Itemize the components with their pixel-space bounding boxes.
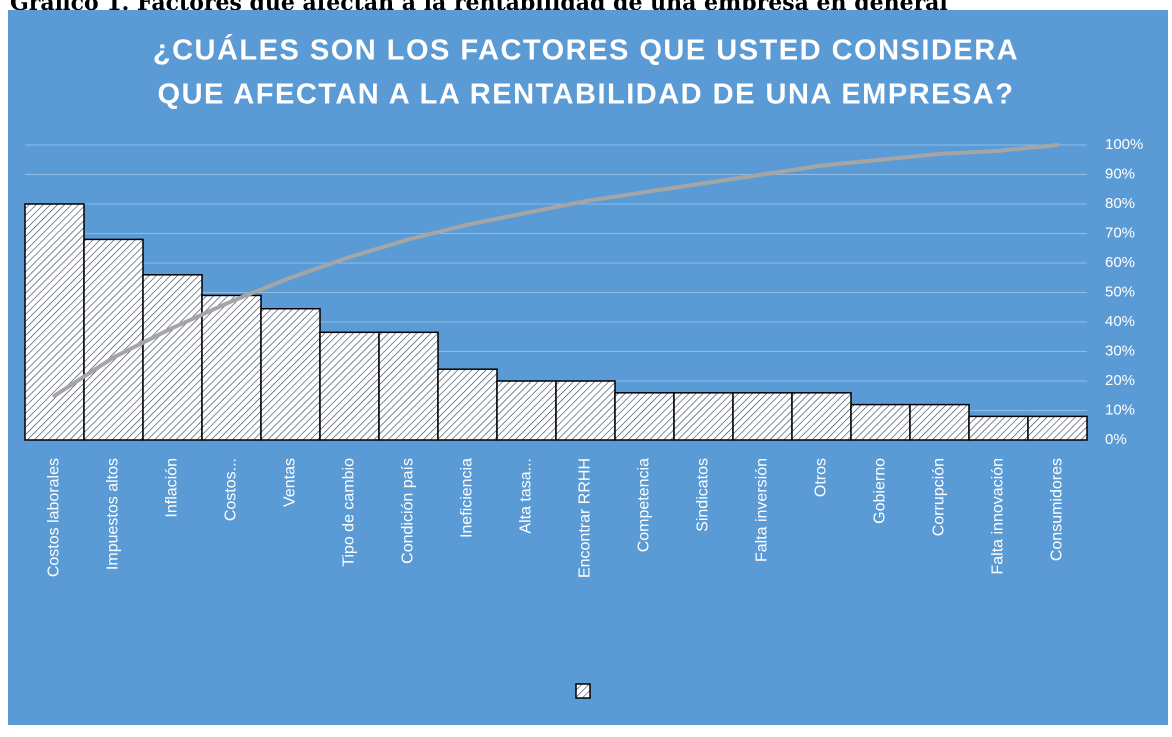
- legend-swatch: [575, 683, 591, 699]
- x-tick-label: Impuestos altos: [105, 458, 122, 570]
- x-tick-label: Condición país: [400, 458, 417, 564]
- bar: [260, 307, 321, 441]
- bar: [437, 368, 498, 441]
- x-tick-label: Consumidores: [1049, 458, 1066, 561]
- y2-tick-label: 40%: [1105, 313, 1135, 330]
- x-tick-label: Falta innovación: [990, 458, 1007, 575]
- y2-tick-label: 70%: [1105, 224, 1135, 241]
- bar: [614, 392, 675, 441]
- x-tick-label: Costos...: [223, 458, 240, 521]
- x-tick-label: Sindicatos: [695, 458, 712, 532]
- bar: [83, 238, 144, 441]
- bar: [142, 274, 203, 441]
- x-tick-label: Corrupción: [931, 458, 948, 536]
- bar: [378, 331, 439, 441]
- chart-title: QUE AFECTAN A LA RENTABILIDAD DE UNA EMP…: [158, 79, 1015, 111]
- x-tick-label: Ineficiencia: [459, 458, 476, 538]
- y2-tick-label: 30%: [1105, 342, 1135, 359]
- bar: [968, 415, 1029, 441]
- bar: [673, 392, 734, 441]
- y2-tick-label: 100%: [1105, 136, 1143, 153]
- x-tick-label: Alta tasa...: [518, 458, 535, 534]
- bar: [201, 294, 262, 441]
- bar: [319, 331, 380, 441]
- y2-tick-label: 80%: [1105, 195, 1135, 212]
- x-tick-label: Tipo de cambio: [341, 458, 358, 567]
- bar: [850, 403, 911, 441]
- chart-title: ¿CUÁLES SON LOS FACTORES QUE USTED CONSI…: [153, 33, 1019, 67]
- bar: [1027, 415, 1088, 441]
- x-tick-label: Otros: [813, 458, 830, 497]
- x-tick-label: Inflación: [164, 458, 181, 518]
- x-tick-label: Falta inversión: [754, 458, 771, 562]
- x-tick-label: Competencia: [636, 458, 653, 552]
- x-tick-label: Encontrar RRHH: [577, 458, 594, 578]
- y2-tick-label: 90%: [1105, 165, 1135, 182]
- x-tick-label: Ventas: [282, 458, 299, 507]
- cumulative-line: [52, 143, 1060, 398]
- x-tick-label: Costos laborales: [46, 458, 63, 577]
- bar: [909, 403, 970, 441]
- y2-tick-label: 20%: [1105, 372, 1135, 389]
- bar: [24, 203, 85, 441]
- y2-tick-label: 0%: [1105, 431, 1127, 448]
- y2-tick-label: 10%: [1105, 401, 1135, 418]
- y2-tick-label: 50%: [1105, 283, 1135, 300]
- bar: [791, 392, 852, 441]
- x-tick-label: Gobierno: [872, 458, 889, 524]
- bar: [555, 380, 616, 441]
- bar: [496, 380, 557, 441]
- y2-tick-label: 60%: [1105, 254, 1135, 271]
- bar: [732, 392, 793, 441]
